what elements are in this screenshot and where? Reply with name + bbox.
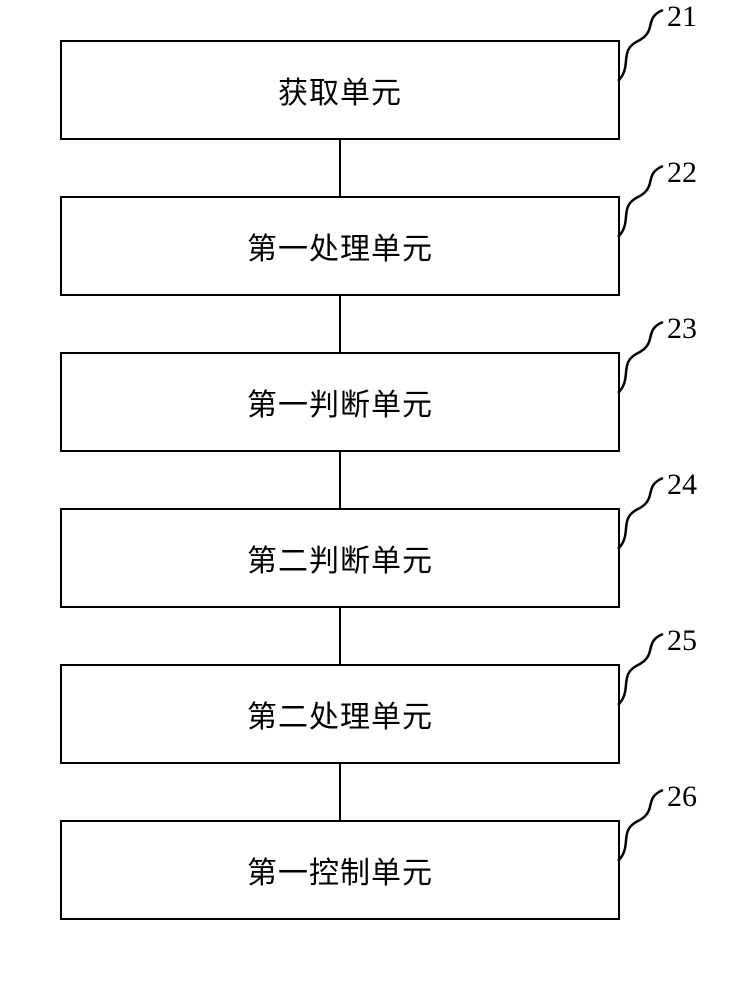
ref-number: 23 <box>667 312 697 346</box>
connector-line <box>339 140 341 196</box>
ref-callout: 24 <box>613 474 713 574</box>
node-label: 第一判断单元 <box>247 380 433 424</box>
connector-line <box>339 764 341 820</box>
block-diagram: 获取单元 21 第一处理单元 22 第一判断单元 23 第二判断单元 <box>60 40 620 920</box>
leader-squiggle-icon <box>613 318 683 398</box>
node-label: 第二处理单元 <box>247 692 433 736</box>
connector-line <box>339 296 341 352</box>
ref-callout: 25 <box>613 630 713 730</box>
node-label: 第一处理单元 <box>247 224 433 268</box>
node-label: 第一控制单元 <box>247 848 433 892</box>
ref-callout: 22 <box>613 162 713 262</box>
connector-line <box>339 452 341 508</box>
leader-squiggle-icon <box>613 786 683 866</box>
ref-callout: 23 <box>613 318 713 418</box>
leader-squiggle-icon <box>613 474 683 554</box>
node-label: 第二判断单元 <box>247 536 433 580</box>
ref-number: 26 <box>667 780 697 814</box>
ref-number: 25 <box>667 624 697 658</box>
node-box: 第一处理单元 22 <box>60 196 620 296</box>
ref-callout: 26 <box>613 786 713 886</box>
ref-number: 21 <box>667 0 697 34</box>
leader-squiggle-icon <box>613 162 683 242</box>
node-box: 第二处理单元 25 <box>60 664 620 764</box>
node-box: 第二判断单元 24 <box>60 508 620 608</box>
ref-number: 24 <box>667 468 697 502</box>
connector-line <box>339 608 341 664</box>
node-box: 第一控制单元 26 <box>60 820 620 920</box>
node-label: 获取单元 <box>278 68 402 112</box>
node-box: 获取单元 21 <box>60 40 620 140</box>
leader-squiggle-icon <box>613 6 683 86</box>
ref-number: 22 <box>667 156 697 190</box>
leader-squiggle-icon <box>613 630 683 710</box>
node-box: 第一判断单元 23 <box>60 352 620 452</box>
ref-callout: 21 <box>613 6 713 106</box>
